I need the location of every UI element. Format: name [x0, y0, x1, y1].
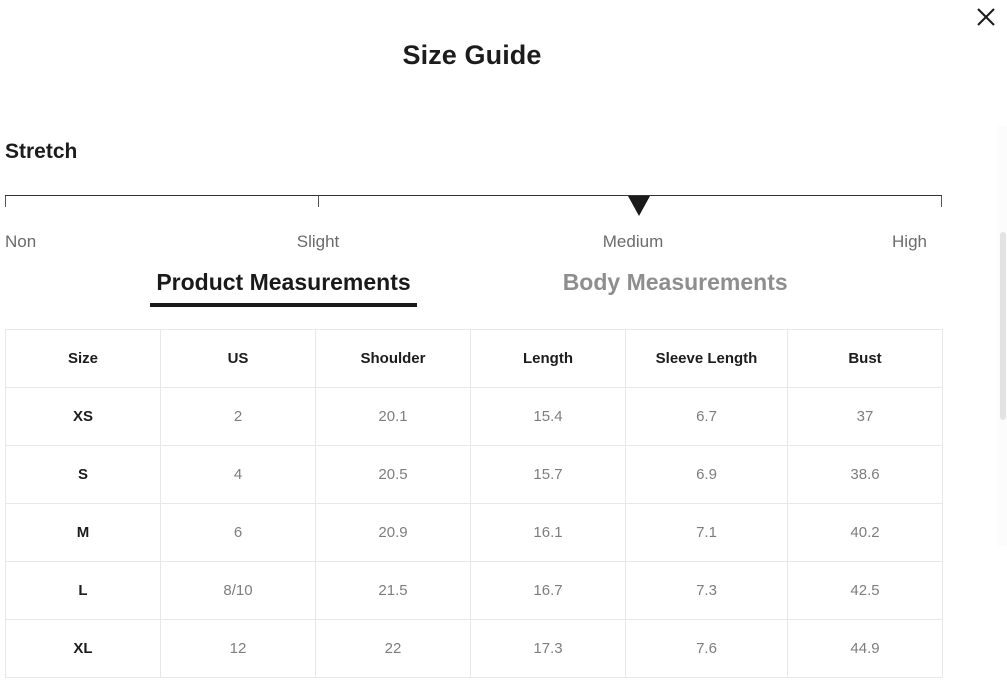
close-icon[interactable] [971, 2, 1001, 32]
cell-sleeve: 7.3 [625, 561, 788, 620]
cell-length: 15.4 [470, 387, 626, 446]
cell-bust: 37 [787, 387, 943, 446]
column-header-shoulder: Shoulder [315, 329, 471, 388]
tab-product-measurements[interactable]: Product Measurements [150, 268, 417, 307]
scale-line [5, 195, 942, 197]
table-row: S 4 20.5 15.7 6.9 38.6 [5, 445, 943, 504]
cell-sleeve: 7.6 [625, 619, 788, 678]
column-header-us: US [160, 329, 316, 388]
scale-labels: Non Slight Medium High [5, 231, 942, 253]
scale-label-medium: Medium [602, 232, 664, 252]
cell-shoulder: 21.5 [315, 561, 471, 620]
cell-us: 2 [160, 387, 316, 446]
tab-body-measurements[interactable]: Body Measurements [557, 268, 794, 307]
stretch-scale: Non Slight Medium High [5, 195, 942, 255]
table-body: XS 2 20.1 15.4 6.7 37 S 4 20.5 15.7 6.9 … [5, 387, 943, 678]
cell-length: 15.7 [470, 445, 626, 504]
scale-tick-high [941, 196, 942, 208]
cell-us: 12 [160, 619, 316, 678]
cell-bust: 42.5 [787, 561, 943, 620]
cell-size: M [5, 503, 161, 562]
table-row: XS 2 20.1 15.4 6.7 37 [5, 387, 943, 446]
cell-bust: 40.2 [787, 503, 943, 562]
cell-sleeve: 6.7 [625, 387, 788, 446]
size-table-container: Size US Shoulder Length Sleeve Length Bu… [5, 329, 943, 678]
cell-size: XL [5, 619, 161, 678]
measurement-tabs: Product Measurements Body Measurements [0, 268, 944, 307]
table-header: Size US Shoulder Length Sleeve Length Bu… [5, 329, 943, 388]
scale-label-slight: Slight [296, 232, 340, 252]
cell-sleeve: 6.9 [625, 445, 788, 504]
column-header-length: Length [470, 329, 626, 388]
scale-label-high: High [892, 232, 927, 252]
size-table: Size US Shoulder Length Sleeve Length Bu… [5, 329, 943, 678]
scale-label-non: Non [5, 232, 37, 252]
cell-sleeve: 7.1 [625, 503, 788, 562]
table-row: XL 12 22 17.3 7.6 44.9 [5, 619, 943, 678]
cell-us: 6 [160, 503, 316, 562]
column-header-size: Size [5, 329, 161, 388]
stretch-heading: Stretch [5, 140, 78, 163]
scale-tick-non [5, 196, 6, 208]
table-row: M 6 20.9 16.1 7.1 40.2 [5, 503, 943, 562]
column-header-sleeve-length: Sleeve Length [625, 329, 788, 388]
cell-bust: 38.6 [787, 445, 943, 504]
cell-bust: 44.9 [787, 619, 943, 678]
cell-shoulder: 20.1 [315, 387, 471, 446]
cell-length: 16.7 [470, 561, 626, 620]
cell-size: L [5, 561, 161, 620]
cell-shoulder: 22 [315, 619, 471, 678]
close-icon-glyph [977, 8, 995, 26]
table-row: L 8/10 21.5 16.7 7.3 42.5 [5, 561, 943, 620]
stretch-level-marker [628, 196, 650, 217]
cell-shoulder: 20.9 [315, 503, 471, 562]
cell-shoulder: 20.5 [315, 445, 471, 504]
scrollbar-thumb[interactable] [1000, 232, 1006, 420]
page-title: Size Guide [402, 40, 542, 70]
table-header-row: Size US Shoulder Length Sleeve Length Bu… [5, 329, 943, 388]
cell-us: 8/10 [160, 561, 316, 620]
cell-size: XS [5, 387, 161, 446]
cell-length: 17.3 [470, 619, 626, 678]
cell-size: S [5, 445, 161, 504]
stretch-section: Stretch Non Slight Medium High [5, 140, 942, 255]
column-header-bust: Bust [787, 329, 943, 388]
cell-us: 4 [160, 445, 316, 504]
scale-tick-slight [318, 196, 319, 208]
cell-length: 16.1 [470, 503, 626, 562]
